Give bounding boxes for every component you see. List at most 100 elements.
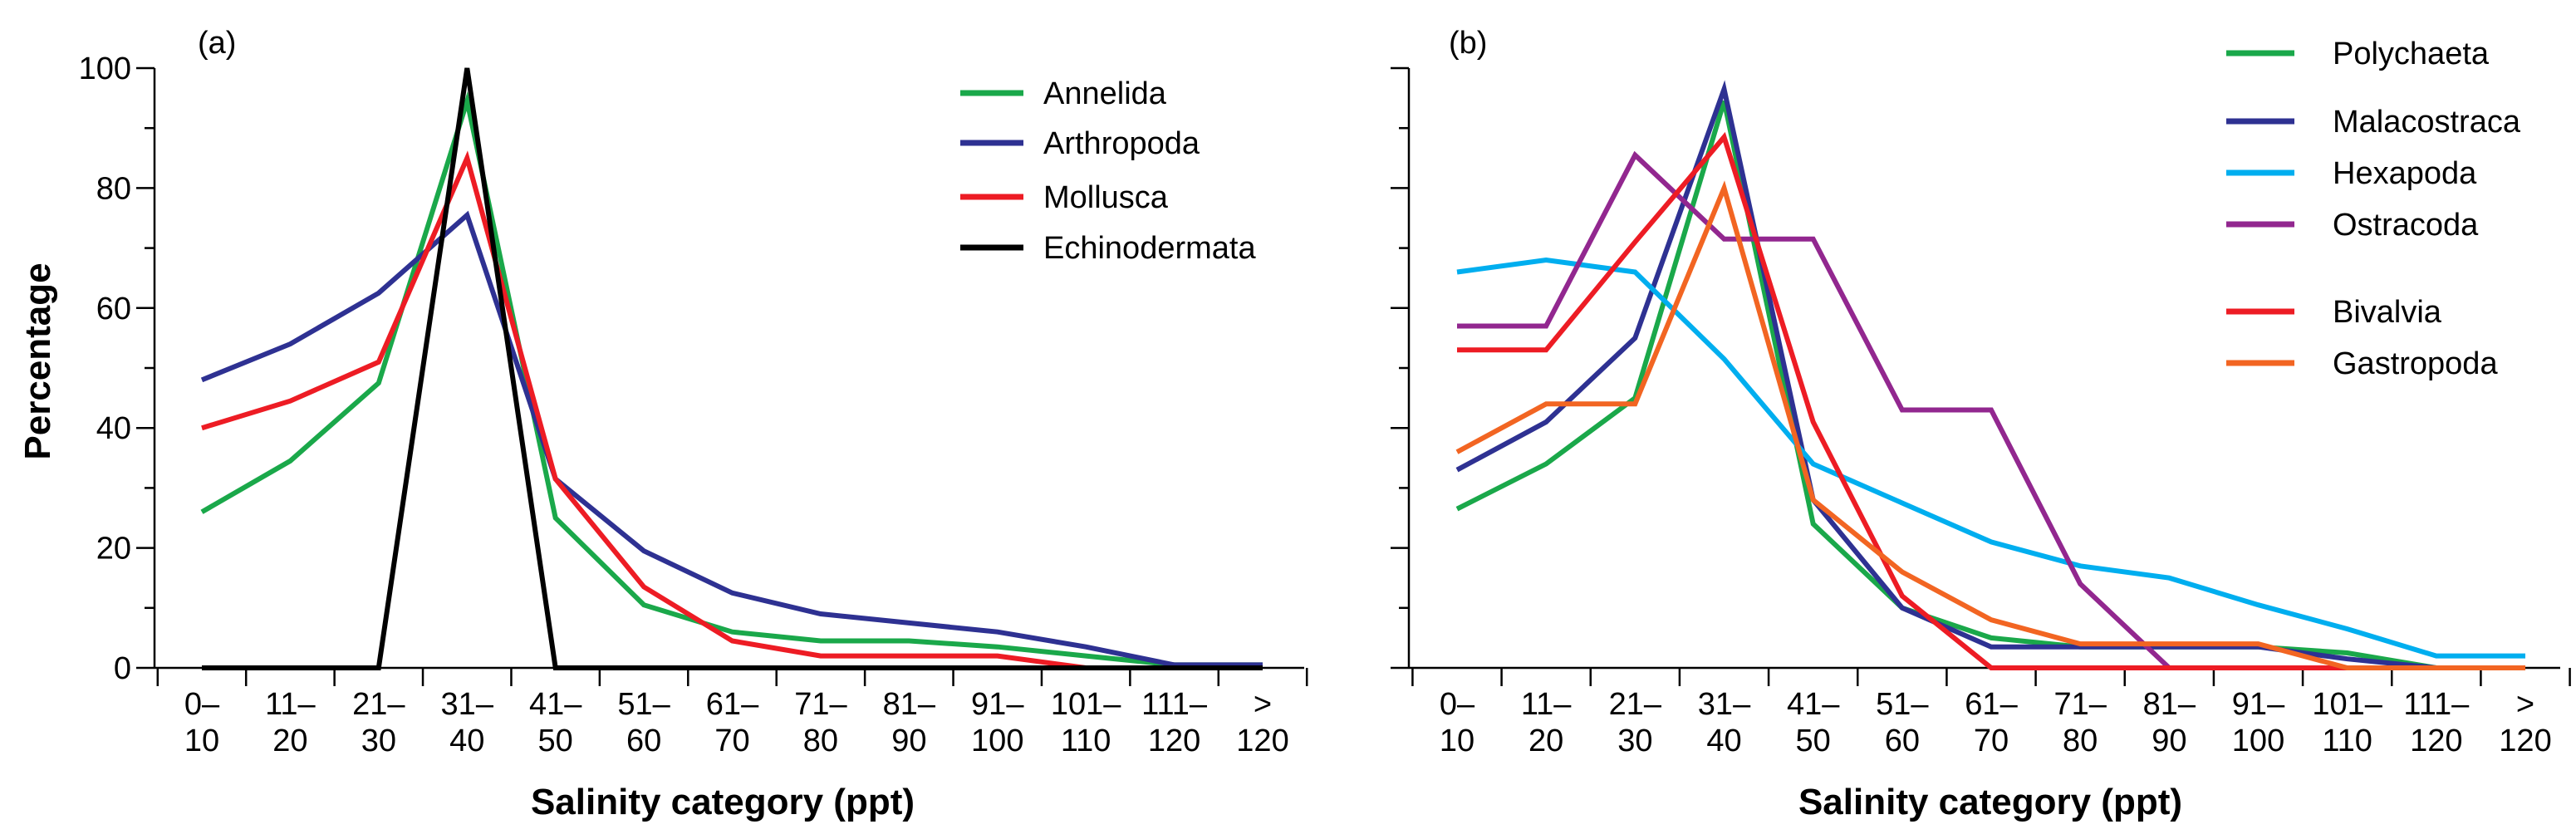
x-tick-label-top: 51–	[1876, 687, 1929, 722]
x-tick-label-b: 61–70	[1965, 687, 2018, 758]
y-axis-title-a: Percentage	[17, 262, 58, 459]
x-tick-label-bottom: 50	[1796, 724, 1831, 758]
legend-label: Malacostraca	[2333, 105, 2521, 140]
legend-entry-annelida: Annelida	[960, 76, 1167, 111]
legend-entry-malacostraca: Malacostraca	[2226, 105, 2521, 140]
legend-entry-ostracoda: Ostracoda	[2226, 208, 2479, 243]
axes-b: 0–1011–2021–3031–4041–5051–6061–7071–808…	[1391, 66, 2571, 758]
x-tick-label-b: 51–60	[1876, 687, 1929, 758]
x-tick-label-bottom: 60	[1885, 724, 1920, 758]
x-tick-label-a: 21–30	[352, 687, 405, 758]
x-tick-label-top: 61–	[1965, 687, 2018, 722]
x-tick-label-b: 111–120	[2403, 687, 2470, 758]
legend-entry-hexapoda: Hexapoda	[2226, 156, 2477, 191]
x-tick-label-top: 11–	[265, 687, 316, 722]
y-tick-label-a: 40	[96, 411, 131, 446]
x-tick-label-b: 91–100	[2232, 687, 2285, 758]
x-tick-label-top: 61–	[706, 687, 759, 722]
x-tick-label-bottom: 100	[971, 724, 1023, 758]
legend-entry-polychaeta: Polychaeta	[2226, 37, 2490, 71]
legend-entry-echinodermata: Echinodermata	[960, 231, 1256, 266]
x-tick-label-top: 81–	[883, 687, 936, 722]
x-axis-title-b: Salinity category (ppt)	[1798, 782, 2182, 822]
x-tick-label-bottom: 80	[2063, 724, 2098, 758]
x-tick-label-bottom: 70	[714, 724, 749, 758]
x-tick-label-bottom: 120	[1148, 724, 1200, 758]
x-tick-label-bottom: 120	[1236, 724, 1288, 758]
x-tick-label-a: 111–120	[1141, 687, 1208, 758]
y-tick-label-a: 100	[79, 52, 131, 86]
series-line-arthropoda	[200, 210, 1263, 668]
x-tick-label-bottom: 90	[2152, 724, 2186, 758]
x-tick-label-b: 41–50	[1787, 687, 1840, 758]
x-tick-label-b: >120	[2499, 687, 2551, 758]
legend-label: Annelida	[1043, 76, 1167, 111]
x-tick-label-top: 31–	[441, 687, 494, 722]
x-tick-label-a: >120	[1236, 687, 1288, 758]
legend-label: Mollusca	[1043, 180, 1169, 215]
x-tick-label-a: 81–90	[883, 687, 936, 758]
x-tick-label-b: 21–30	[1609, 687, 1662, 758]
x-tick-label-bottom: 30	[361, 724, 396, 758]
legend-label: Arthropoda	[1043, 126, 1200, 161]
x-tick-label-a: 11–20	[265, 687, 316, 758]
legend-entry-mollusca: Mollusca	[960, 180, 1169, 215]
y-tick-label-a: 80	[96, 171, 131, 206]
panel-label-a: (a)	[198, 26, 236, 61]
series-line-annelida	[200, 91, 1263, 668]
x-tick-label-b: 31–40	[1698, 687, 1751, 758]
series-line-gastropoda	[1455, 180, 2525, 670]
series-line-malacostraca	[1455, 80, 2525, 670]
x-tick-label-a: 71–80	[794, 687, 847, 758]
y-tick-label-a: 20	[96, 532, 131, 567]
legend-entry-bivalvia: Bivalvia	[2226, 295, 2442, 330]
x-tick-label-bottom: 60	[626, 724, 661, 758]
x-tick-label-top: >	[2516, 687, 2534, 722]
x-tick-label-top: 21–	[352, 687, 405, 722]
x-tick-label-top: 0–	[1440, 687, 1475, 722]
x-tick-label-bottom: 120	[2410, 724, 2462, 758]
x-tick-label-top: 0–	[184, 687, 220, 722]
x-tick-label-a: 51–60	[617, 687, 670, 758]
x-tick-label-top: 81–	[2143, 687, 2196, 722]
x-tick-label-b: 11–20	[1521, 687, 1572, 758]
x-tick-label-a: 31–40	[441, 687, 494, 758]
series-a	[200, 67, 1263, 670]
x-tick-label-top: >	[1254, 687, 1272, 722]
x-tick-label-bottom: 90	[891, 724, 926, 758]
legend-label: Polychaeta	[2333, 37, 2490, 71]
legend-b: Polychaeta Malacostraca Hexapoda Ostracoda B…	[2226, 37, 2521, 381]
x-tick-label-top: 31–	[1698, 687, 1751, 722]
panel-a: (a) Percentage Salinity category (ppt) 0…	[17, 26, 1308, 822]
x-tick-label-b: 81–90	[2143, 687, 2196, 758]
y-tick-label-a: 0	[114, 651, 131, 686]
x-tick-label-a: 0–10	[184, 687, 220, 758]
x-tick-label-bottom: 20	[272, 724, 307, 758]
x-tick-label-bottom: 10	[184, 724, 219, 758]
legend-entry-gastropoda: Gastropoda	[2226, 346, 2498, 381]
x-tick-label-top: 111–	[1141, 687, 1208, 722]
x-tick-label-bottom: 40	[1706, 724, 1741, 758]
series-line-hexapoda	[1456, 257, 2525, 659]
legend-label: Hexapoda	[2333, 156, 2477, 191]
x-tick-label-bottom: 110	[2322, 724, 2372, 758]
x-tick-label-bottom: 20	[1528, 724, 1563, 758]
x-axis-title-a: Salinity category (ppt)	[531, 782, 915, 822]
legend-label: Echinodermata	[1043, 231, 1256, 266]
axes-a: 0204060801000–1011–2021–3031–4041–5051–6…	[79, 52, 1308, 758]
x-tick-label-bottom: 120	[2499, 724, 2551, 758]
x-tick-label-bottom: 80	[803, 724, 838, 758]
x-tick-label-bottom: 10	[1440, 724, 1474, 758]
x-tick-label-top: 51–	[617, 687, 670, 722]
x-tick-label-bottom: 50	[538, 724, 573, 758]
x-tick-label-a: 61–70	[706, 687, 759, 758]
x-tick-label-a: 91–100	[971, 687, 1024, 758]
x-tick-label-bottom: 40	[449, 724, 484, 758]
x-tick-label-top: 91–	[971, 687, 1024, 722]
x-tick-label-bottom: 100	[2232, 724, 2284, 758]
series-b	[1455, 80, 2525, 670]
x-tick-label-top: 71–	[794, 687, 847, 722]
x-tick-label-bottom: 30	[1617, 724, 1652, 758]
legend-label: Ostracoda	[2333, 208, 2479, 243]
